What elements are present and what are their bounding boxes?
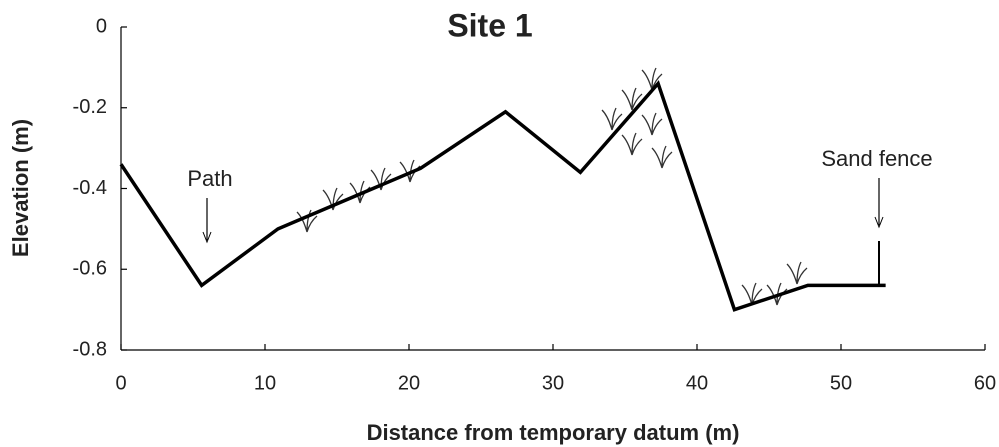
vegetation: [296, 67, 808, 306]
annotation: Path: [187, 166, 232, 191]
x-tick-label: 30: [542, 372, 564, 394]
x-tick-label: 0: [115, 372, 126, 394]
y-axis-label: Elevation (m): [8, 119, 33, 257]
x-tick-label: 10: [254, 372, 276, 394]
y-tick-label: 0: [96, 15, 107, 37]
y-tick-label: -0.2: [73, 96, 107, 118]
annotation: Sand fence: [821, 146, 932, 171]
y-tick-label: -0.6: [73, 258, 107, 280]
x-tick-label: 20: [398, 372, 420, 394]
x-axis-label: Distance from temporary datum (m): [367, 420, 740, 445]
line: [119, 80, 886, 312]
x-tick-label: 40: [686, 372, 708, 394]
annotation-arrow-head: [202, 231, 212, 244]
y-tick-label: -0.8: [73, 338, 107, 360]
y-tick-label: -0.4: [73, 177, 107, 199]
x-tick-label: 50: [830, 372, 852, 394]
x-tick-label: 60: [974, 372, 996, 394]
chart-title: Site 1: [447, 7, 532, 43]
annotation-arrow-head: [874, 216, 884, 229]
